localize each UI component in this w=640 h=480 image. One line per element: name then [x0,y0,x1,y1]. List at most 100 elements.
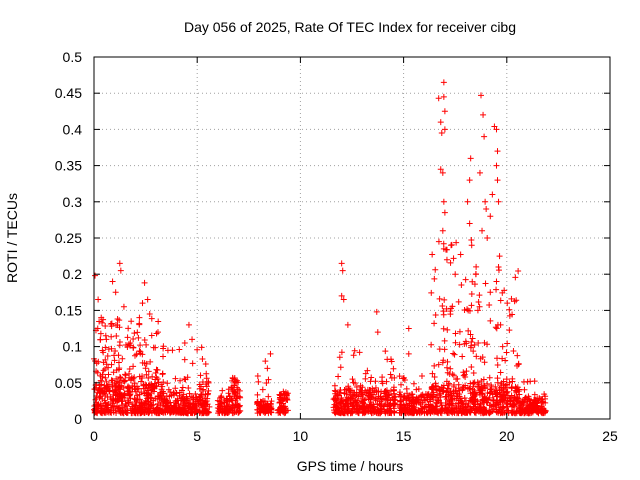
data-point [480,111,487,118]
data-point [364,386,371,393]
data-point [516,391,523,398]
data-point [470,370,477,377]
data-point [479,409,486,416]
data-point [438,130,445,137]
data-point [476,303,483,310]
data-point [218,393,225,400]
data-point [338,292,345,299]
data-point [383,378,390,385]
data-point [440,325,447,332]
data-point [103,336,110,343]
data-point [147,390,154,397]
data-point [488,383,495,390]
data-point [429,370,436,377]
data-point [257,402,264,409]
data-point [492,324,499,331]
data-point [409,391,416,398]
data-point [499,343,506,350]
data-point [136,396,143,403]
data-point [189,336,196,343]
data-point [437,166,444,173]
data-point [430,391,437,398]
data-point [525,393,532,400]
data-point [149,373,156,380]
data-point [352,396,359,403]
data-point [140,381,147,388]
data-point [120,303,127,310]
data-point [150,397,157,404]
data-point [109,278,116,285]
data-point [452,330,459,337]
data-point [467,331,474,338]
data-point [255,378,262,385]
data-point [227,395,234,402]
data-point [471,398,478,405]
data-point [353,383,360,390]
data-point [464,198,471,205]
data-point [409,408,416,415]
data-point [119,409,126,416]
data-point [233,401,240,408]
data-point [494,355,501,362]
data-point [432,382,439,389]
data-point [104,394,111,401]
data-point [464,386,471,393]
data-point [448,396,455,403]
data-point [373,308,380,315]
data-point [134,329,141,336]
data-point [232,402,239,409]
data-point [108,345,115,352]
data-point [332,388,339,395]
data-point [94,369,101,376]
data-point [471,341,478,348]
data-point [131,406,138,413]
data-point [446,401,453,408]
data-point [500,396,507,403]
data-point [458,282,465,289]
data-point [183,410,190,417]
data-point [334,392,341,399]
data-point [465,327,472,334]
data-point [343,396,350,403]
data-point [368,410,375,417]
data-point [109,377,116,384]
data-point [516,402,523,409]
data-point [183,404,190,411]
data-point [332,403,339,410]
data-point [471,390,478,397]
data-point [439,169,446,176]
data-point [143,360,150,367]
data-point [467,155,474,162]
data-point [508,295,515,302]
data-point [102,344,109,351]
data-point [473,353,480,360]
x-tick-label: 0 [90,428,98,444]
data-point [126,370,133,377]
data-point [267,401,274,408]
y-tick-label: 0 [74,411,82,427]
data-point [432,408,439,415]
data-point [338,349,345,356]
y-axis-label: ROTI / TECUs [4,193,20,283]
data-point [112,388,119,395]
data-point [443,305,450,312]
data-point [118,409,125,416]
y-tick-label: 0.05 [55,375,82,391]
data-point [453,239,460,246]
data-point [451,351,458,358]
data-point [136,321,143,328]
data-point [440,240,447,247]
data-point [392,397,399,404]
data-point [166,393,173,400]
data-point [511,393,518,400]
data-point [340,296,347,303]
data-point [262,409,269,416]
data-point [534,399,541,406]
data-point [502,389,509,396]
data-point [387,371,394,378]
data-point [391,409,398,416]
data-point [455,381,462,388]
data-point [379,380,386,387]
data-point [131,330,138,337]
data-point [100,349,107,356]
